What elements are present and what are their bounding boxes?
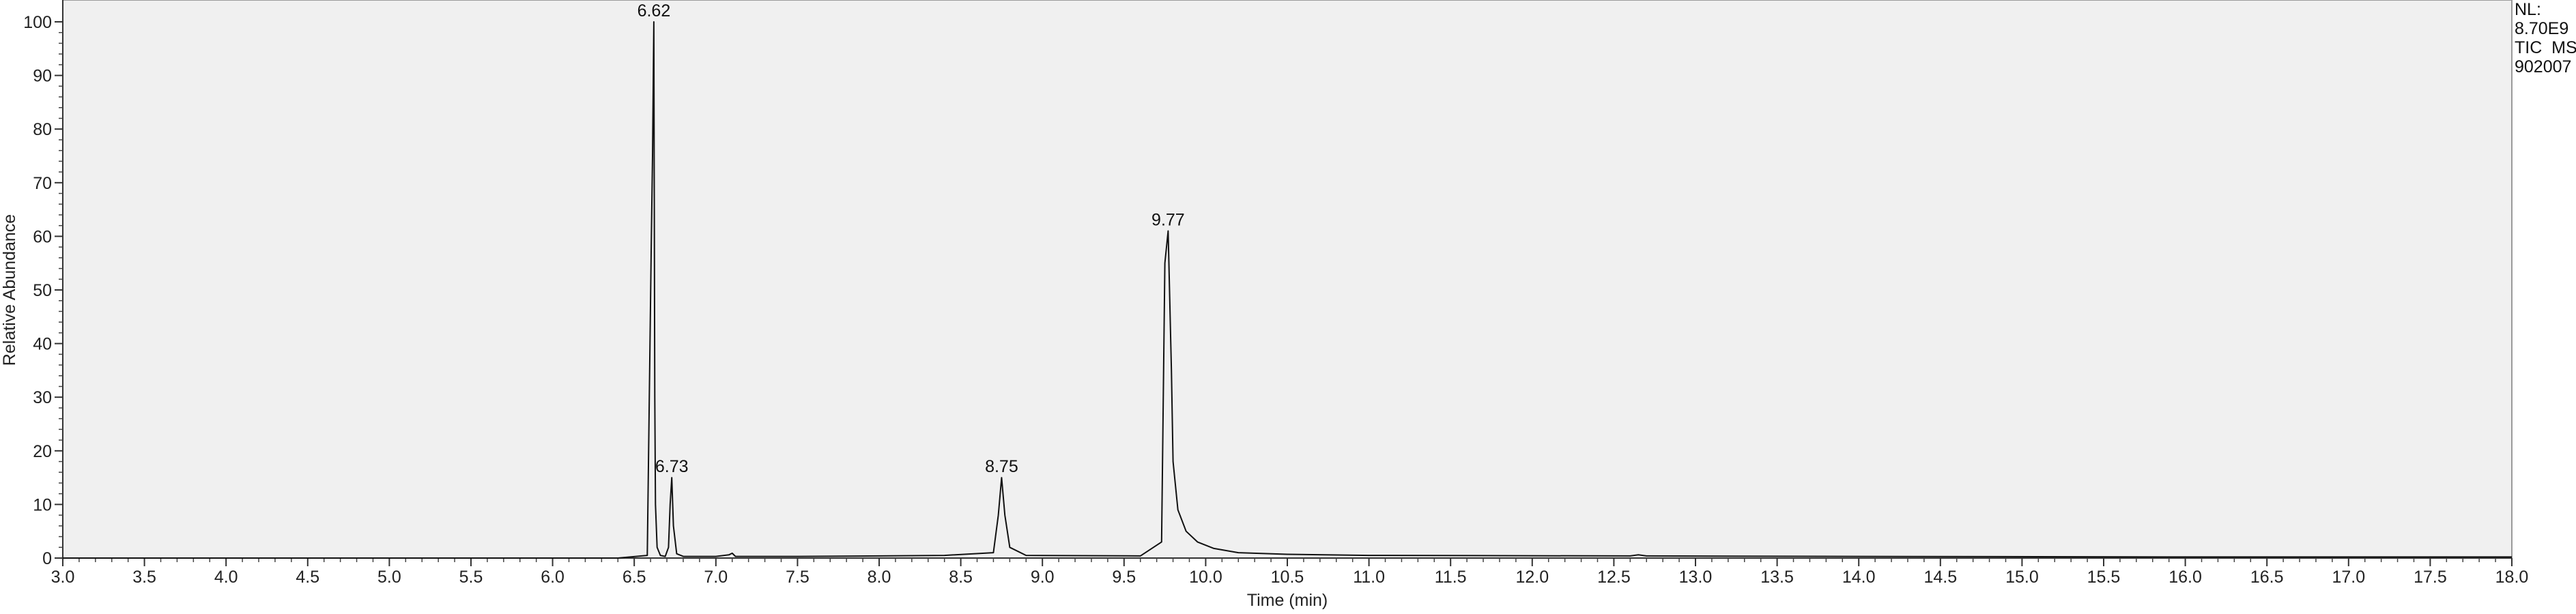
- x-tick-label: 10.0: [1189, 568, 1222, 587]
- x-tick-label: 14.5: [1923, 568, 1957, 587]
- info-line-2: 8.70E9: [2515, 19, 2568, 38]
- plot-area: [62, 0, 2513, 559]
- y-tick-label: 50: [33, 281, 52, 300]
- x-tick-label: 6.0: [541, 568, 564, 587]
- x-tick-label: 10.5: [1271, 568, 1304, 587]
- x-tick-label: 7.0: [704, 568, 728, 587]
- x-tick-label: 8.5: [949, 568, 973, 587]
- x-tick-label: 17.5: [2414, 568, 2447, 587]
- x-tick-label: 4.5: [296, 568, 319, 587]
- x-tick-label: 16.0: [2169, 568, 2202, 587]
- x-tick-label: 11.0: [1353, 568, 1385, 587]
- x-tick-label: 15.5: [2087, 568, 2121, 587]
- x-tick-label: 17.0: [2332, 568, 2365, 587]
- info-line-3: TIC MS: [2515, 38, 2576, 57]
- tic-trace-line: [63, 21, 2512, 559]
- y-tick-label: 10: [33, 495, 52, 514]
- x-tick-label: 16.5: [2250, 568, 2284, 587]
- x-tick-label: 18.0: [2495, 568, 2529, 587]
- y-tick-label: 20: [33, 442, 52, 461]
- x-tick-label: 4.0: [214, 568, 238, 587]
- peak-label: 8.75: [985, 457, 1018, 476]
- info-line-4: 902007: [2515, 57, 2571, 76]
- x-tick-label: 12.0: [1515, 568, 1549, 587]
- x-tick-label: 5.5: [459, 568, 483, 587]
- y-axis-ticks: 0 10 20 30 40 50 60 70 80 90 100: [23, 13, 63, 568]
- y-tick-label: 100: [23, 13, 52, 32]
- x-axis-ticks: 3.0 3.5 4.0 4.5 5.0 5.5 6.0 6.5 7.0 7.5 8.0 8.5 9.0 9…: [51, 558, 2529, 587]
- y-axis-title: Relative Abundance: [0, 214, 19, 366]
- x-axis-title: Time (min): [1247, 591, 1328, 610]
- y-tick-label: 40: [33, 335, 52, 354]
- y-tick-label: 0: [42, 549, 52, 568]
- x-tick-label: 7.5: [786, 568, 810, 587]
- x-tick-label: 13.5: [1760, 568, 1794, 587]
- peak-label: 6.73: [655, 457, 689, 476]
- x-tick-label: 3.0: [51, 568, 75, 587]
- info-line-1: NL:: [2515, 0, 2541, 19]
- y-tick-label: 90: [33, 67, 52, 86]
- y-tick-label: 30: [33, 388, 52, 407]
- x-tick-label: 13.0: [1679, 568, 1713, 587]
- series-layer: [63, 21, 2512, 559]
- y-tick-label: 60: [33, 227, 52, 246]
- peak-labels: 6.62 6.73 8.75 9.77: [638, 1, 1185, 476]
- x-tick-label: 5.0: [377, 568, 401, 587]
- x-tick-label: 12.5: [1597, 568, 1631, 587]
- x-tick-label: 11.5: [1435, 568, 1467, 587]
- x-tick-label: 9.5: [1112, 568, 1136, 587]
- x-tick-label: 14.0: [1842, 568, 1876, 587]
- x-tick-label: 6.5: [622, 568, 646, 587]
- info-box: NL: 8.70E9 TIC MS 902007: [2515, 0, 2576, 76]
- peak-label: 6.62: [638, 1, 671, 20]
- x-tick-label: 15.0: [2005, 568, 2039, 587]
- x-tick-label: 3.5: [132, 568, 156, 587]
- y-tick-label: 80: [33, 120, 52, 139]
- y-tick-label: 70: [33, 174, 52, 193]
- x-tick-label: 9.0: [1031, 568, 1055, 587]
- peak-label: 9.77: [1151, 211, 1185, 230]
- x-tick-label: 8.0: [868, 568, 891, 587]
